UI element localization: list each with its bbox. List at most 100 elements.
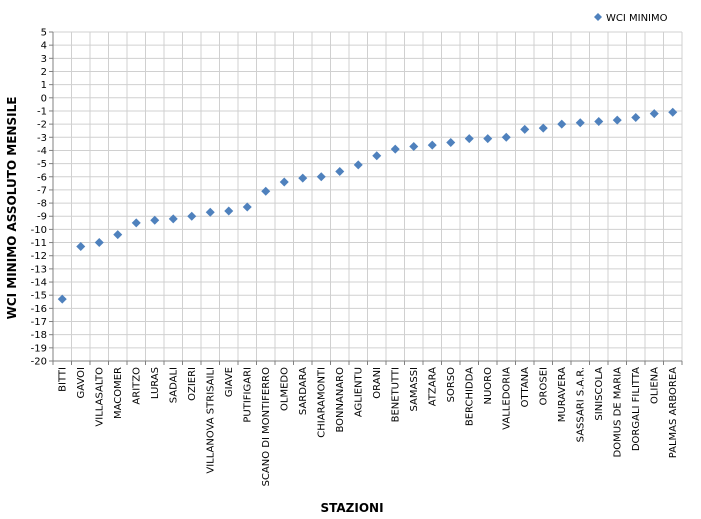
x-tick-label: LURAS — [150, 367, 161, 399]
legend-marker — [594, 13, 602, 21]
x-axis-title: STAZIONI — [320, 501, 383, 515]
y-tick-label: -7 — [37, 185, 47, 196]
x-tick-label: PALMAS ARBOREA — [668, 367, 679, 458]
y-tick-label: -15 — [31, 291, 47, 302]
y-tick-label: -1 — [37, 106, 47, 117]
x-tick-label: DOMUS DE MARIA — [612, 367, 623, 458]
x-tick-label: ATZARA — [427, 367, 438, 406]
y-tick-label: 3 — [41, 54, 47, 65]
y-tick-label: -18 — [31, 330, 47, 341]
data-point — [298, 173, 308, 183]
y-tick-label: -11 — [31, 238, 47, 249]
x-tick-label: MURAVERA — [557, 367, 568, 422]
x-tick-label: VILLANOVA STRISAILI — [205, 367, 216, 474]
data-point — [113, 230, 123, 240]
data-point — [464, 134, 474, 144]
x-tick-label: SCANO DI MONTIFERRO — [261, 367, 272, 487]
data-point — [224, 206, 234, 216]
x-tick-label: OLIENA — [649, 367, 660, 404]
data-point — [409, 141, 419, 151]
x-tick-label: ARITZO — [131, 367, 142, 405]
y-tick-label: -10 — [31, 225, 47, 236]
y-tick-label: -3 — [37, 133, 47, 144]
data-point — [168, 214, 178, 224]
x-tick-label: SADALI — [168, 367, 179, 403]
y-axis-title: WCI MINIMO ASSOLUTO MENSILE — [5, 97, 19, 320]
data-point — [575, 118, 585, 128]
x-tick-label: PUTIFIGARI — [242, 367, 253, 423]
x-tick-label: NUORO — [483, 367, 494, 405]
y-tick-label: -19 — [31, 343, 47, 354]
axes — [49, 31, 683, 365]
data-point — [427, 140, 437, 150]
y-tick-label: -13 — [31, 264, 47, 275]
x-tick-label: VILLASALTO — [94, 367, 105, 427]
data-point — [150, 215, 160, 225]
y-tick-label: -9 — [37, 212, 47, 223]
data-point — [668, 107, 678, 117]
y-tick-label: -4 — [37, 146, 47, 157]
x-tick-label: SASSARI S.A.R. — [575, 367, 586, 442]
y-tick-label: 1 — [41, 80, 47, 91]
x-tick-label: OROSEI — [538, 367, 549, 405]
data-points — [57, 107, 678, 304]
y-tick-label: -8 — [37, 199, 47, 210]
x-tick-label: CHIARAMONTI — [316, 367, 327, 438]
x-tick-label: OZIERI — [187, 367, 198, 401]
data-point — [649, 109, 659, 119]
x-tick-label: SARDARA — [298, 367, 309, 415]
data-point — [538, 123, 548, 133]
data-point — [483, 134, 493, 144]
x-tick-label: MACOMER — [113, 367, 124, 419]
y-tick-labels: -20-19-18-17-16-15-14-13-12-11-10-9-8-7-… — [31, 28, 47, 368]
x-tick-label: AGLIENTU — [353, 367, 364, 417]
legend: WCI MINIMO — [594, 13, 668, 24]
data-point — [353, 160, 363, 170]
data-point — [631, 113, 641, 123]
data-point — [520, 124, 530, 134]
y-tick-label: -16 — [31, 304, 47, 315]
data-point — [94, 238, 104, 248]
data-point — [335, 166, 345, 176]
data-point — [557, 119, 567, 129]
y-tick-label: -6 — [37, 172, 47, 183]
data-point — [242, 202, 252, 212]
y-tick-label: -20 — [31, 357, 47, 368]
x-tick-label: GAVOI — [76, 367, 87, 398]
data-point — [131, 218, 141, 228]
y-tick-label: 4 — [41, 41, 47, 52]
data-point — [446, 138, 456, 148]
x-tick-label: BITTI — [57, 367, 68, 392]
x-tick-label: BONNANARO — [335, 367, 346, 433]
y-tick-label: 2 — [41, 67, 47, 78]
y-tick-label: -12 — [31, 251, 47, 262]
y-tick-label: -17 — [31, 317, 47, 328]
data-point — [261, 186, 271, 196]
x-tick-label: SAMASSI — [409, 367, 420, 412]
x-tick-label: VALLEDORIA — [501, 367, 512, 430]
data-point — [279, 177, 289, 187]
data-point — [187, 211, 197, 221]
data-point — [501, 132, 511, 142]
x-tick-label: DORGALI FILITTA — [631, 367, 642, 451]
x-tick-label: BERCHIDDA — [464, 367, 475, 426]
data-point — [612, 115, 622, 125]
data-point — [76, 242, 86, 252]
gridlines — [52, 31, 683, 362]
y-tick-label: 5 — [41, 28, 47, 39]
y-tick-label: -14 — [31, 278, 47, 289]
x-tick-label: GIAVE — [224, 367, 235, 397]
data-point — [57, 294, 67, 304]
y-tick-label: -5 — [37, 159, 47, 170]
data-point — [372, 151, 382, 161]
legend-label: WCI MINIMO — [606, 13, 668, 24]
x-tick-label: SINISCOLA — [594, 367, 605, 421]
data-point — [390, 144, 400, 154]
x-tick-label: SORSO — [446, 367, 457, 403]
y-tick-label: -2 — [37, 120, 47, 131]
x-tick-label: ORANI — [372, 367, 383, 399]
y-tick-label: 0 — [41, 93, 47, 104]
data-point — [594, 116, 604, 126]
x-tick-label: OLMEDO — [279, 367, 290, 411]
